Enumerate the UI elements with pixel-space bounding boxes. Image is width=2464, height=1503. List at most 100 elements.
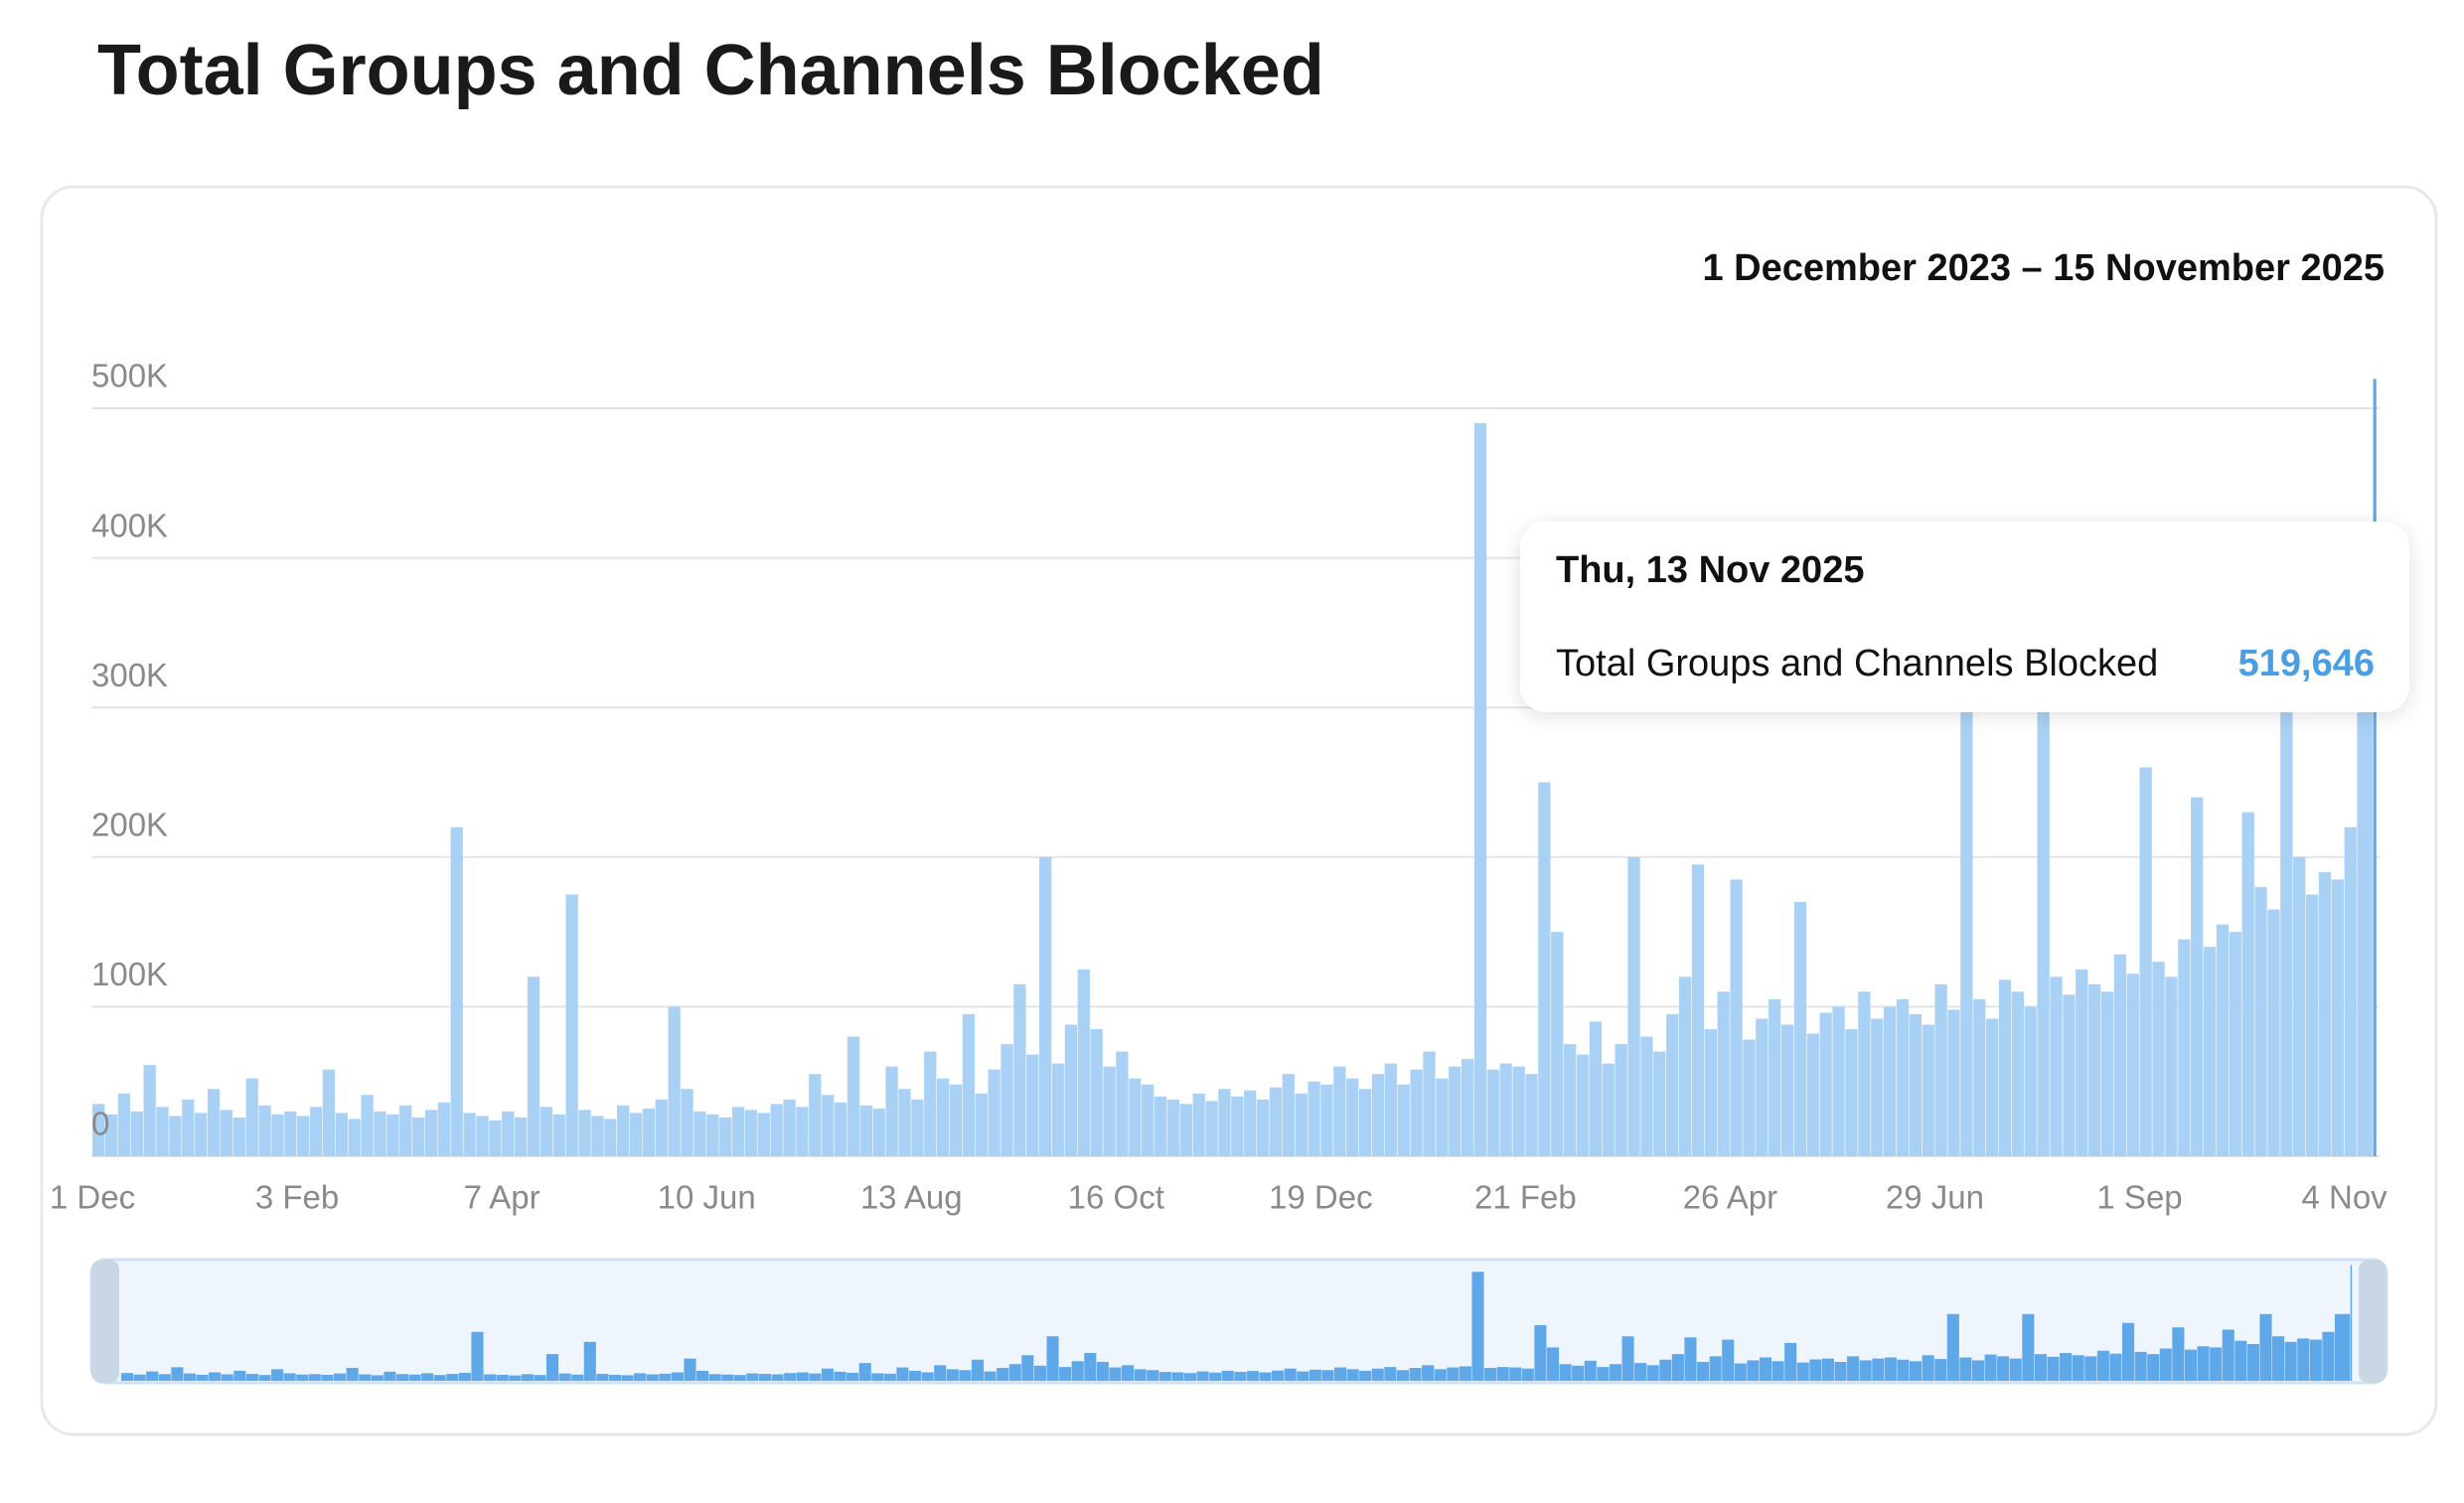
navigator-bar <box>545 1354 559 1381</box>
navigator-bar <box>721 1374 734 1381</box>
navigator-bar <box>258 1375 271 1381</box>
bar <box>1013 983 1026 1156</box>
bar <box>232 1117 245 1156</box>
bar <box>1666 1013 1679 1156</box>
bar <box>1371 1074 1385 1156</box>
bar <box>2088 983 2101 1156</box>
navigator-bar <box>1584 1360 1597 1381</box>
navigator-bar <box>1821 1358 1834 1381</box>
bar <box>2113 954 2127 1156</box>
bar <box>2280 707 2293 1156</box>
navigator-bar <box>746 1373 759 1381</box>
bar <box>2318 871 2332 1156</box>
navigator-bar <box>333 1373 347 1381</box>
bar <box>731 1107 745 1156</box>
navigator-bar <box>1496 1367 1509 1381</box>
navigator-handle[interactable] <box>2359 1260 2387 1383</box>
navigator-bar <box>909 1370 922 1381</box>
navigator-bar <box>346 1368 359 1381</box>
bar <box>92 1104 105 1156</box>
navigator-bar <box>1771 1361 1784 1381</box>
y-tick-label: 200K <box>91 807 168 843</box>
bar <box>1678 977 1692 1156</box>
navigator-bar <box>946 1369 959 1381</box>
x-tick-label: 13 Aug <box>860 1179 963 1216</box>
navigator-bar <box>209 1372 222 1381</box>
navigator-bar <box>2159 1348 2172 1381</box>
navigator-bar <box>684 1358 696 1381</box>
bar <box>1871 1018 1884 1156</box>
bar <box>1845 1028 1858 1156</box>
bar <box>2331 879 2344 1156</box>
bar <box>1909 1013 1922 1156</box>
bar <box>1883 1006 1897 1156</box>
navigator-bar <box>1134 1369 1147 1381</box>
bar <box>1551 932 1564 1156</box>
navigator-bar <box>659 1373 672 1381</box>
bar <box>1064 1024 1078 1156</box>
navigator-bar <box>2284 1341 2297 1381</box>
bar <box>1142 1084 1155 1156</box>
navigator-bar <box>2259 1313 2272 1381</box>
navigator-bar <box>1209 1372 1222 1381</box>
bar <box>1038 856 1052 1156</box>
bar <box>988 1069 1001 1156</box>
navigator-bar <box>708 1374 721 1381</box>
bar <box>2050 977 2063 1156</box>
navigator-bar <box>1634 1363 1647 1381</box>
bar <box>2037 707 2050 1156</box>
navigator-handle[interactable] <box>91 1260 119 1383</box>
bar <box>169 1116 182 1156</box>
bar <box>1333 1066 1346 1156</box>
bar <box>1793 901 1807 1156</box>
bar <box>437 1102 450 1156</box>
navigator-bar <box>2022 1313 2035 1381</box>
bar <box>514 1117 528 1156</box>
bar <box>591 1116 604 1156</box>
navigator-bar <box>2234 1340 2247 1381</box>
navigator-bar <box>521 1374 534 1381</box>
bar <box>1538 782 1551 1156</box>
x-tick-label: 1 Dec <box>50 1179 135 1216</box>
navigator-bar <box>1259 1372 1272 1381</box>
navigator-bar <box>821 1368 834 1381</box>
navigator-bar <box>2084 1356 2097 1381</box>
navigator-bar <box>1434 1369 1447 1381</box>
bar <box>1564 1044 1577 1156</box>
y-tick-label: 500K <box>91 358 168 394</box>
navigator-bar <box>1158 1372 1171 1381</box>
navigator-bar <box>1021 1355 1034 1381</box>
navigator-bar <box>959 1370 972 1381</box>
bar <box>1717 991 1730 1156</box>
navigator-bar <box>2096 1350 2109 1381</box>
navigator-bar <box>1884 1357 1897 1381</box>
navigator-bar <box>634 1373 647 1381</box>
bar <box>911 1099 924 1156</box>
bar <box>1730 879 1743 1156</box>
bar <box>924 1051 937 1156</box>
navigator-bar <box>271 1369 284 1381</box>
date-range[interactable]: 1 December 2023 – 15 November 2025 <box>1702 247 2385 289</box>
bar <box>117 1093 131 1156</box>
bar <box>424 1110 438 1156</box>
bar <box>1384 1063 1397 1156</box>
bar <box>2357 707 2373 1156</box>
bar <box>361 1095 374 1156</box>
x-tick-label: 29 Jun <box>1886 1179 1984 1216</box>
bar <box>258 1105 271 1156</box>
bar <box>297 1116 310 1156</box>
bar <box>1819 1012 1832 1156</box>
bar <box>1922 1024 1934 1156</box>
bar <box>1627 856 1640 1156</box>
navigator-bar <box>1046 1336 1059 1381</box>
navigator-bar <box>1984 1354 1997 1381</box>
navigator-bar <box>1196 1371 1209 1381</box>
bar <box>2229 932 2241 1156</box>
bar <box>744 1110 758 1156</box>
bar <box>195 1113 208 1156</box>
bar <box>322 1069 336 1156</box>
bar <box>2126 974 2139 1156</box>
bar <box>1615 1044 1627 1156</box>
bar <box>1934 983 1947 1156</box>
navigator-bar <box>583 1341 596 1381</box>
